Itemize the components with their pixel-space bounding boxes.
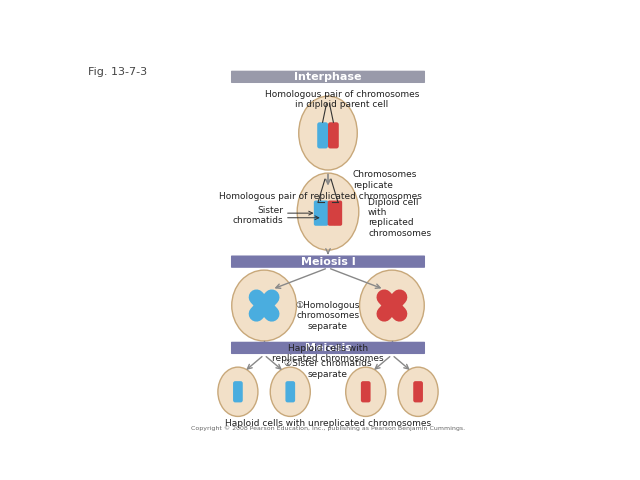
Text: Meiosis: Meiosis bbox=[305, 343, 351, 353]
Text: Copyright © 2008 Pearson Education, Inc., publishing as Pearson Benjamin Cumming: Copyright © 2008 Pearson Education, Inc.… bbox=[191, 425, 465, 431]
FancyBboxPatch shape bbox=[328, 201, 336, 226]
FancyBboxPatch shape bbox=[334, 201, 342, 226]
Ellipse shape bbox=[218, 367, 258, 417]
Ellipse shape bbox=[346, 367, 386, 417]
FancyBboxPatch shape bbox=[317, 122, 328, 148]
Text: Fig. 13-7-3: Fig. 13-7-3 bbox=[88, 67, 147, 77]
Text: Chromosomes
replicate: Chromosomes replicate bbox=[353, 170, 417, 190]
FancyBboxPatch shape bbox=[413, 381, 423, 402]
Ellipse shape bbox=[270, 367, 310, 417]
FancyBboxPatch shape bbox=[285, 381, 295, 402]
Ellipse shape bbox=[398, 367, 438, 417]
Ellipse shape bbox=[360, 270, 424, 341]
Text: ①Homologous
chromosomes
separate: ①Homologous chromosomes separate bbox=[296, 301, 360, 331]
Ellipse shape bbox=[299, 96, 357, 170]
Text: ②Sister chromatids
separate: ②Sister chromatids separate bbox=[284, 360, 372, 379]
Text: Diploid cell
with
replicated
chromosomes: Diploid cell with replicated chromosomes bbox=[368, 198, 431, 238]
Ellipse shape bbox=[232, 270, 296, 341]
Text: Homologous pair of chromosomes
in diploid parent cell: Homologous pair of chromosomes in diploi… bbox=[265, 90, 419, 109]
FancyBboxPatch shape bbox=[328, 122, 339, 148]
FancyBboxPatch shape bbox=[320, 201, 328, 226]
Text: Sister
chromatids: Sister chromatids bbox=[233, 206, 284, 225]
Ellipse shape bbox=[297, 173, 359, 250]
Text: Interphase: Interphase bbox=[294, 72, 362, 82]
FancyBboxPatch shape bbox=[314, 201, 322, 226]
FancyBboxPatch shape bbox=[231, 342, 425, 354]
FancyBboxPatch shape bbox=[231, 71, 425, 83]
Text: Meiosis I: Meiosis I bbox=[301, 257, 355, 267]
FancyBboxPatch shape bbox=[233, 381, 243, 402]
Text: Homologous pair of replicated chromosomes: Homologous pair of replicated chromosome… bbox=[219, 192, 422, 201]
Text: Haploid cells with unreplicated chromosomes: Haploid cells with unreplicated chromoso… bbox=[225, 419, 431, 428]
Text: Haploid cells with
replicated chromosomes: Haploid cells with replicated chromosome… bbox=[272, 344, 384, 363]
FancyBboxPatch shape bbox=[231, 255, 425, 268]
FancyBboxPatch shape bbox=[361, 381, 371, 402]
